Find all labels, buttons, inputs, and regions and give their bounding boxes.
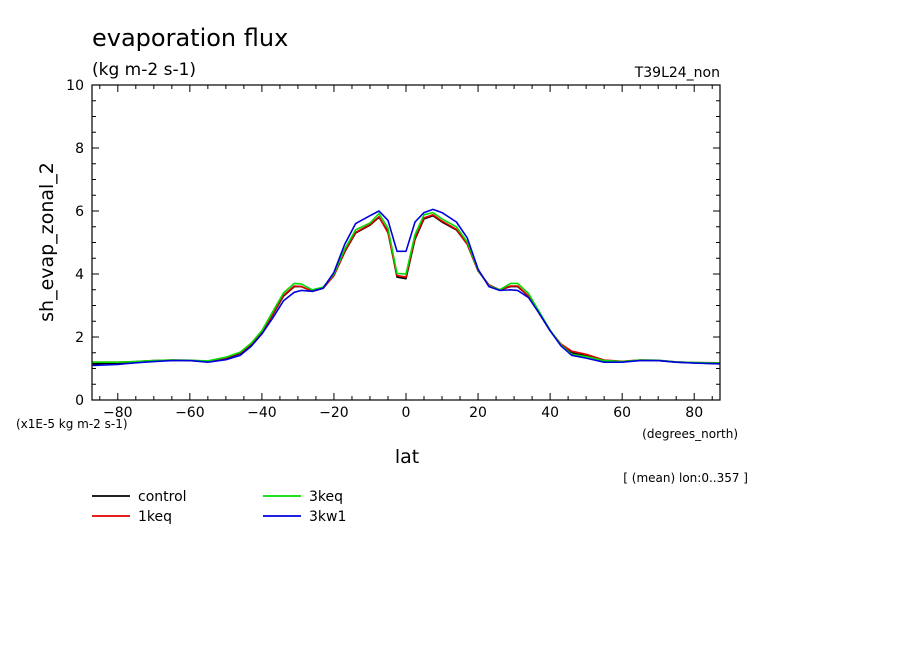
x-tick-label: −80 [103,405,133,421]
series-line-1keq [92,214,720,364]
x-tick-label: 80 [685,405,703,421]
x-tick-label: 40 [541,405,559,421]
x-axis-label: lat [395,446,419,468]
run-label: T39L24_non [634,65,720,81]
mean-note: [ (mean) lon:0..357 ] [623,471,748,485]
x-tick-label: 20 [469,405,487,421]
units-subtitle: (kg m-2 s-1) [92,60,196,80]
x-tick-label: 60 [613,405,631,421]
x-tick-label: 0 [402,405,411,421]
legend-label-3kw1: 3kw1 [309,509,346,525]
legend: control 1keq 3keq 3kw1 [92,489,346,525]
y-axis-label: sh_evap_zonal_2 [36,162,58,322]
y-tick-label: 2 [75,330,84,346]
y-tick-label: 10 [66,78,84,94]
x-unit-label: (degrees_north) [642,427,738,441]
plot-frame [91,84,721,401]
x-tick-label: −20 [319,405,349,421]
series-line-3kw1 [92,208,720,367]
legend-label-control: control [138,489,187,505]
y-tick-label: 8 [75,141,84,157]
x-tick-label: −60 [175,405,205,421]
scale-note: (x1E-5 kg m-2 s-1) [16,417,128,431]
axes-layer [91,84,721,401]
x-tick-label: −40 [247,405,277,421]
legend-label-1keq: 1keq [138,509,172,525]
series-layer [92,208,720,367]
series-line-control [92,214,720,365]
y-tick-label: 4 [75,267,84,283]
chart-title: evaporation flux [92,24,288,52]
y-tick-label: 6 [75,204,84,220]
series-line-3keq [92,211,720,364]
y-tick-label: 0 [75,393,84,409]
ticks-layer: −80 −60 −40 −20 0 20 40 60 80 0 2 4 6 8 10 [66,78,720,421]
legend-label-3keq: 3keq [309,489,343,505]
